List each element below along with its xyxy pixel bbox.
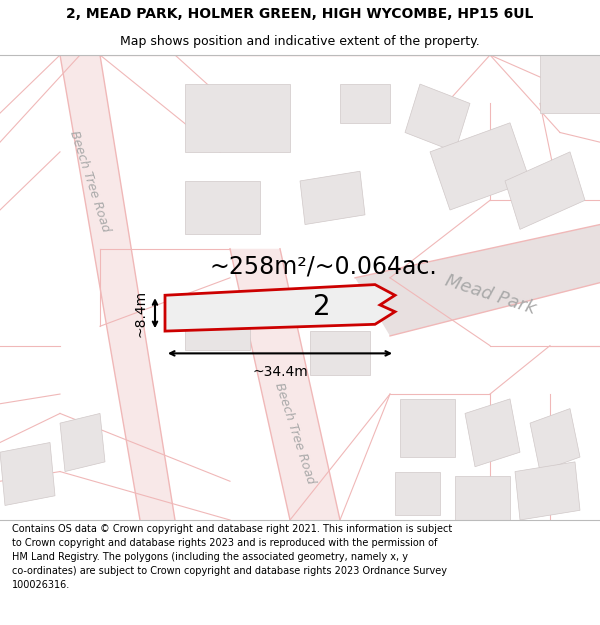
Polygon shape xyxy=(185,181,260,234)
Text: 2: 2 xyxy=(313,292,330,321)
Polygon shape xyxy=(530,409,580,471)
Polygon shape xyxy=(405,84,470,152)
Polygon shape xyxy=(505,152,585,229)
Polygon shape xyxy=(185,307,250,351)
Text: ~34.4m: ~34.4m xyxy=(252,365,308,379)
Polygon shape xyxy=(355,224,600,336)
Polygon shape xyxy=(230,249,340,520)
Polygon shape xyxy=(60,55,175,520)
Polygon shape xyxy=(455,476,510,520)
Polygon shape xyxy=(465,399,520,467)
Polygon shape xyxy=(310,331,370,374)
Polygon shape xyxy=(395,471,440,515)
Polygon shape xyxy=(60,414,105,471)
Polygon shape xyxy=(430,122,530,210)
Text: 2, MEAD PARK, HOLMER GREEN, HIGH WYCOMBE, HP15 6UL: 2, MEAD PARK, HOLMER GREEN, HIGH WYCOMBE… xyxy=(67,7,533,21)
Text: Map shows position and indicative extent of the property.: Map shows position and indicative extent… xyxy=(120,35,480,48)
Text: Beech Tree Road: Beech Tree Road xyxy=(67,129,113,233)
Polygon shape xyxy=(340,84,390,122)
Polygon shape xyxy=(515,462,580,520)
Text: ~8.4m: ~8.4m xyxy=(133,289,147,337)
Text: ~258m²/~0.064ac.: ~258m²/~0.064ac. xyxy=(210,254,438,278)
Polygon shape xyxy=(165,284,395,331)
Text: Contains OS data © Crown copyright and database right 2021. This information is : Contains OS data © Crown copyright and d… xyxy=(12,524,452,590)
Text: Beech Tree Road: Beech Tree Road xyxy=(272,381,317,485)
Polygon shape xyxy=(300,171,365,224)
Polygon shape xyxy=(0,442,55,506)
Polygon shape xyxy=(400,399,455,457)
Polygon shape xyxy=(540,55,600,113)
Text: Mead Park: Mead Park xyxy=(442,272,538,318)
Polygon shape xyxy=(185,84,290,152)
